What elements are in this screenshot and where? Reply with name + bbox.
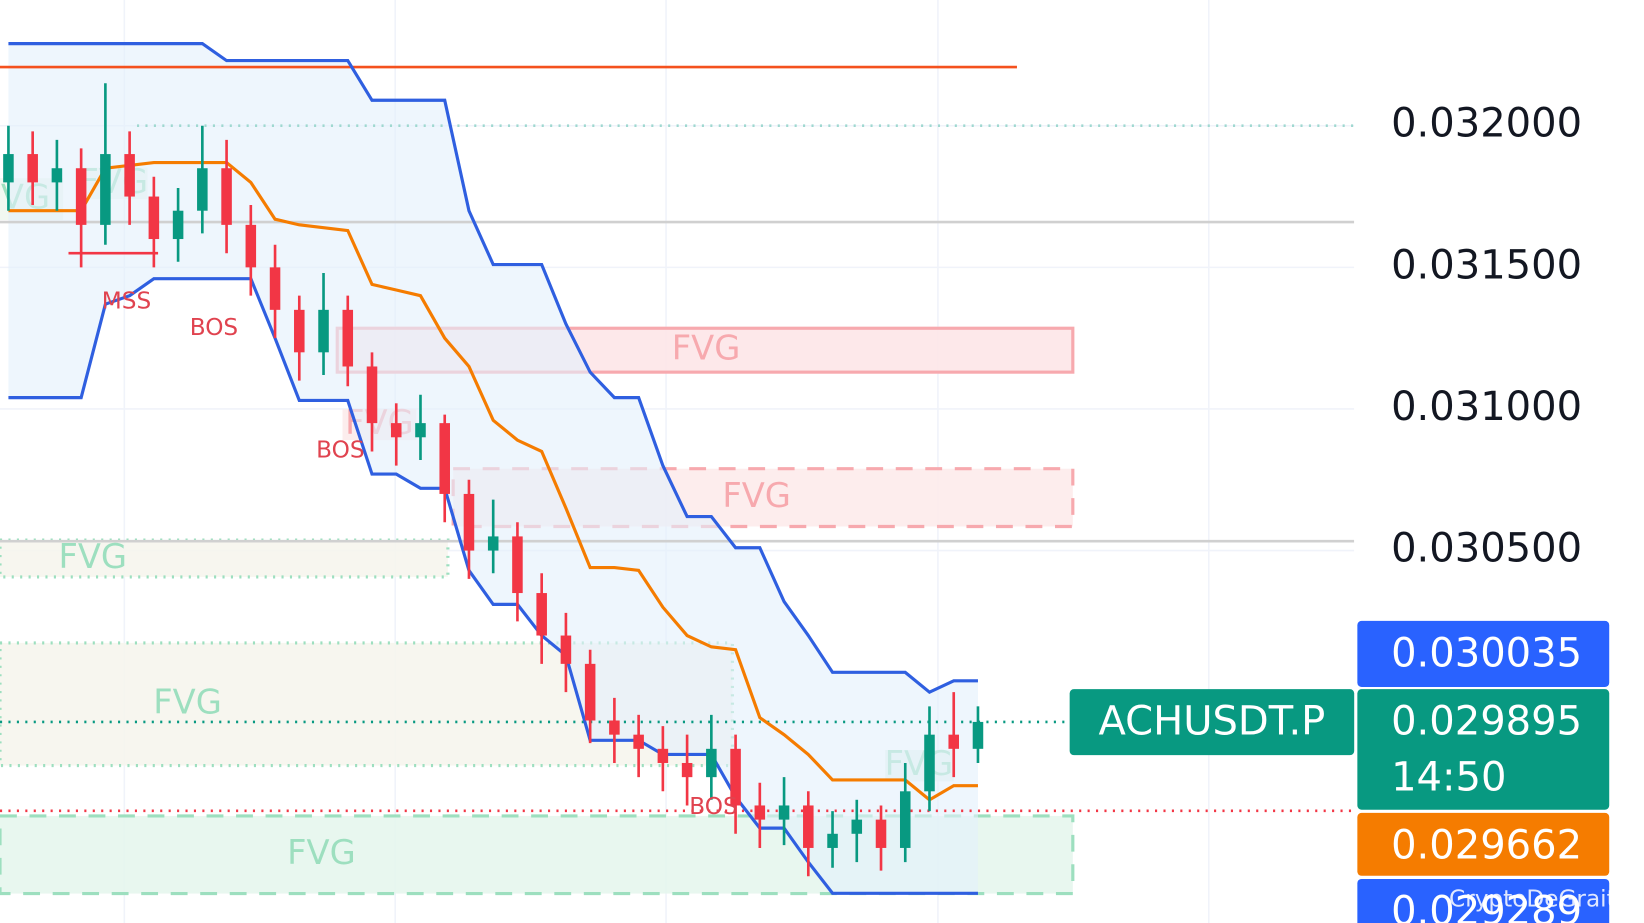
candle-body: [415, 423, 426, 438]
candle-body: [27, 154, 38, 183]
fvg-zone: [0, 538, 450, 579]
candle-body: [197, 168, 208, 211]
candle-body: [657, 748, 669, 763]
symbol-tag: [1069, 689, 1355, 756]
candle-body: [148, 196, 160, 240]
price-tag-label: 0.029895: [1391, 699, 1582, 745]
fvg-label: FVG: [672, 329, 741, 368]
candle-body: [100, 154, 111, 225]
candle-body: [924, 734, 935, 792]
candle-body: [778, 805, 790, 820]
fvg-label: FVG: [58, 537, 127, 576]
y-tick-label: 0.032000: [1391, 101, 1582, 147]
candle-body: [221, 168, 232, 225]
price-tag: [1357, 878, 1610, 923]
candle-body: [681, 762, 693, 778]
price-tag-label: 0.030035: [1391, 631, 1582, 677]
annotation: MSS: [102, 289, 151, 315]
candle-body: [948, 734, 959, 749]
candle-body: [245, 224, 257, 268]
fvg-label: FVG: [153, 683, 222, 722]
candle-body: [875, 819, 887, 848]
candle-body: [366, 366, 378, 424]
watermark: CryptoDeGraite: [1449, 886, 1630, 912]
candle-body: [3, 154, 14, 183]
candle-body: [318, 309, 329, 353]
candle-body: [584, 663, 596, 721]
candle-body: [754, 805, 766, 820]
y-tick-label: 0.031500: [1391, 242, 1582, 288]
candle-body: [972, 721, 984, 749]
fvg-label: FVG: [287, 833, 356, 872]
candle-body: [463, 493, 475, 551]
annotation: BOS: [689, 794, 737, 820]
candle-body: [172, 210, 184, 240]
candle-body: [851, 819, 863, 834]
candle-body: [899, 791, 911, 848]
annotation: BOS: [316, 438, 364, 464]
candle-body: [560, 635, 572, 664]
candle-body: [536, 593, 547, 636]
price-tag-label: 0.029662: [1391, 823, 1582, 869]
price-tag: [1357, 812, 1610, 876]
price-tag: [1357, 620, 1610, 688]
candle-body: [803, 805, 814, 848]
candle-body: [706, 748, 717, 778]
candle-body: [294, 309, 305, 353]
annotation: BOS: [190, 315, 238, 341]
candle-body: [512, 536, 523, 594]
candle-body: [269, 267, 281, 310]
price-tag-label: 0.029289: [1391, 889, 1582, 923]
candle-body: [390, 423, 402, 438]
fvg-label: FVG: [722, 476, 791, 515]
candle-body: [75, 168, 87, 225]
candle-body: [439, 423, 450, 494]
symbol-label: ACHUSDT.P: [1098, 699, 1325, 745]
y-tick-label: 0.032500: [1391, 0, 1582, 5]
y-tick-label: 0.031000: [1391, 384, 1582, 430]
candle-body: [124, 154, 135, 197]
price-tag: [1357, 689, 1610, 810]
indicator-line: [8, 42, 978, 695]
indicator-line: [8, 160, 978, 802]
candle-body: [487, 536, 499, 551]
candle-body: [730, 748, 741, 806]
candle-body: [342, 309, 354, 367]
y-tick-label: 0.030500: [1391, 526, 1582, 572]
candle-body: [51, 168, 63, 183]
candle-body: [827, 833, 838, 848]
candle-body: [609, 720, 620, 735]
indicator-line: [8, 277, 978, 895]
countdown: 14:50: [1391, 754, 1506, 800]
candle-body: [633, 734, 644, 749]
